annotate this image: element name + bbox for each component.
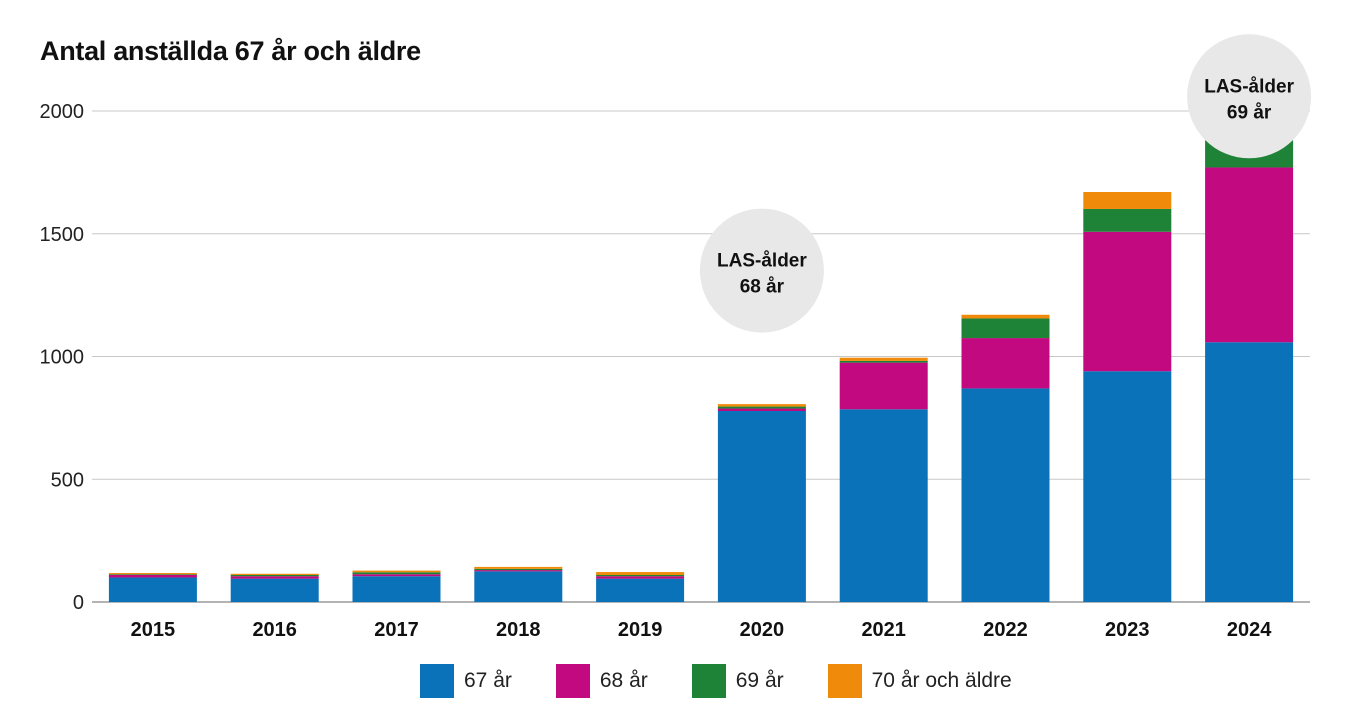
annotation-bubble [1187,34,1312,159]
bar-segment [230,573,319,575]
bar-segment [596,578,685,602]
bar-segment [839,357,928,361]
bar-segment [474,571,563,602]
bar-segment [352,572,441,575]
chart-title: Antal anställda 67 år och äldre [40,36,421,66]
bar-segment [108,574,197,578]
bar-segment [961,388,1050,602]
x-tick-label: 2022 [983,619,1028,641]
bar-segment [717,411,806,602]
legend-label: 68 år [599,669,648,692]
legend-item: 69 år [691,664,784,698]
bar-segment [1083,208,1172,232]
annotation-text: LAS-ålder [717,251,807,272]
x-tick-label: 2015 [131,619,176,641]
bar-segment [108,573,197,575]
y-tick-label: 2000 [40,101,85,123]
bar-segment [1205,167,1294,343]
bar-segment [596,572,685,575]
x-tick-label: 2021 [861,619,906,641]
bar-segment [839,409,928,602]
bar-segment [717,408,806,412]
legend-label: 67 år [464,669,512,692]
x-axis-ticks: 2015 2016 2017 2018 2019 2020 2021 2022 2023 2024 [131,619,1273,641]
legend-swatch [691,664,726,698]
x-tick-label: 2020 [740,619,785,641]
y-axis-ticks: 0 500 1000 1500 2000 [40,101,85,614]
bar-segment [1083,371,1172,602]
annotation-bubble [699,208,824,333]
bar-segment [717,406,806,409]
legend-label: 69 år [735,669,784,692]
y-tick-label: 0 [73,592,84,614]
bar-segment [352,576,441,602]
bar-segment [230,576,319,579]
legend: 67 år 68 år 69 år 70 år och äldre [420,664,1056,698]
bar-segment [474,570,563,572]
legend-swatch [827,664,862,698]
bar-segment [1205,342,1294,602]
bar-segment [230,574,319,577]
x-tick-label: 2016 [252,619,297,641]
bar-segment [961,314,1050,319]
bar-segment [839,362,928,410]
legend-item: 67 år [420,664,512,698]
y-tick-label: 1500 [40,224,85,246]
bar-segment [1083,231,1172,372]
bar-segment [596,576,685,579]
annotations: LAS-ålder 68 år LAS-ålder 69 år [699,34,1312,333]
x-tick-label: 2024 [1227,619,1272,641]
annotation-text: 69 år [1227,102,1272,123]
bar-segment [352,574,441,577]
bar-segment [108,577,197,602]
legend-item: 68 år [555,664,648,698]
bar-segment [474,566,563,569]
y-tick-label: 1000 [40,347,85,369]
annotation-text: LAS-ålder [1204,76,1294,97]
x-tick-label: 2018 [496,619,541,641]
bars [108,111,1294,602]
bar-segment [961,318,1050,339]
bar-segment [839,360,928,363]
x-tick-label: 2019 [618,619,663,641]
x-tick-label: 2023 [1105,619,1150,641]
x-tick-label: 2017 [374,619,419,641]
legend-item: 70 år och äldre [827,664,1012,698]
bar-segment [230,578,319,602]
bar-segment [474,568,563,571]
y-tick-label: 500 [51,469,84,491]
legend-swatch [420,664,454,698]
legend-swatch [555,664,590,698]
bar-segment [596,574,685,577]
bar-segment [1083,192,1172,209]
bar-segment [717,404,806,407]
legend-label: 70 år och äldre [871,669,1012,692]
bar-segment [352,570,441,573]
bar-segment [108,574,197,575]
bar-segment [961,338,1050,389]
annotation-text: 68 år [740,277,785,298]
